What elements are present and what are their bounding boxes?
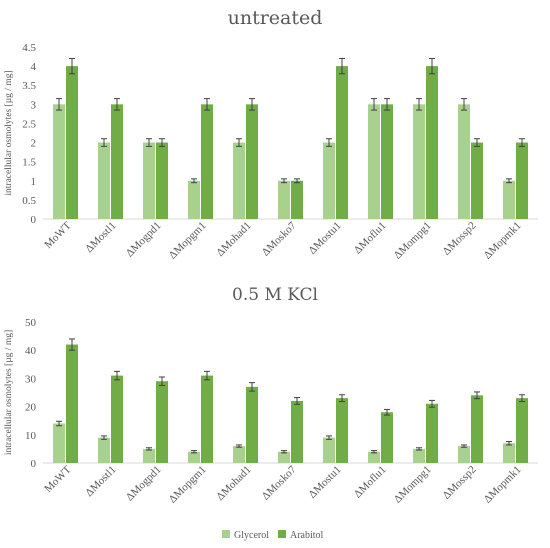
bar-glycerol-5 xyxy=(278,180,290,219)
legend-swatch-arabitol xyxy=(278,530,286,538)
bar-arabitol-8 xyxy=(426,66,438,219)
bar-arabitol-4 xyxy=(246,386,258,463)
x-tick-label: ΔMopmk1 xyxy=(482,220,524,262)
legend-label: Glycerol xyxy=(234,530,269,541)
bar-glycerol-8 xyxy=(413,448,425,463)
bar-arabitol-4 xyxy=(246,104,258,219)
bar-arabitol-9 xyxy=(471,142,483,219)
x-tick-label: ΔMopgm1 xyxy=(167,220,209,262)
bar-glycerol-2 xyxy=(143,448,155,463)
bar-arabitol-10 xyxy=(516,142,528,219)
y-tick-label: 0 xyxy=(31,458,37,470)
x-tick-label: ΔMompg1 xyxy=(392,464,434,506)
x-tick-label: ΔMosko7 xyxy=(260,463,299,502)
y-tick-label: 3 xyxy=(31,99,37,111)
bar-glycerol-3 xyxy=(188,180,200,219)
x-tick-label: ΔMossp2 xyxy=(440,220,478,258)
bar-arabitol-0 xyxy=(66,344,78,463)
y-tick-label: 2.5 xyxy=(22,118,36,130)
bar-glycerol-6 xyxy=(323,437,335,463)
x-tick-label: ΔMohad1 xyxy=(214,220,253,259)
bar-glycerol-7 xyxy=(368,451,380,463)
bar-arabitol-5 xyxy=(291,180,303,219)
x-tick-label: ΔMossp2 xyxy=(440,464,478,502)
bar-glycerol-3 xyxy=(188,451,200,463)
y-tick-label: 4.5 xyxy=(22,42,36,54)
x-tick-label: ΔMostu1 xyxy=(306,220,343,257)
y-tick-label: 3.5 xyxy=(22,80,36,92)
bar-glycerol-0 xyxy=(53,423,65,463)
x-tick-label: ΔMopgm1 xyxy=(167,464,209,506)
bar-glycerol-8 xyxy=(413,104,425,219)
bar-glycerol-10 xyxy=(503,443,515,463)
bar-glycerol-4 xyxy=(233,446,245,463)
chart-legend: Glycerol Arabitol xyxy=(222,530,324,541)
y-tick-label: 30 xyxy=(25,373,37,385)
bar-arabitol-2 xyxy=(156,381,168,463)
bar-glycerol-2 xyxy=(143,142,155,219)
bar-arabitol-7 xyxy=(381,104,393,219)
y-tick-label: 10 xyxy=(25,430,37,442)
x-tick-label: ΔMopmk1 xyxy=(482,464,524,506)
bar-arabitol-5 xyxy=(291,400,303,463)
y-tick-label: 4 xyxy=(31,61,37,73)
bar-arabitol-7 xyxy=(381,412,393,463)
bar-arabitol-9 xyxy=(471,395,483,463)
x-tick-label: ΔMostu1 xyxy=(306,464,343,501)
y-tick-label: 50 xyxy=(25,317,37,329)
bar-glycerol-10 xyxy=(503,180,515,219)
bar-arabitol-2 xyxy=(156,142,168,219)
x-tick-label: ΔMoflu1 xyxy=(352,220,389,257)
y-tick-label: 40 xyxy=(25,345,37,357)
bar-glycerol-6 xyxy=(323,142,335,219)
x-tick-label: ΔMogpd1 xyxy=(124,464,164,504)
chart-panel-untreated: untreated intracellular osmolytes [µg / m… xyxy=(4,7,538,262)
bar-glycerol-0 xyxy=(53,104,65,219)
legend-swatch-glycerol xyxy=(222,530,230,538)
bar-arabitol-10 xyxy=(516,398,528,463)
x-tick-label: MoWT xyxy=(42,463,74,495)
chart-panel-kcl: 0.5 M KCl intracellular osmolytes [µg / m… xyxy=(4,285,538,506)
bar-glycerol-4 xyxy=(233,142,245,219)
bar-arabitol-0 xyxy=(66,66,78,219)
y-axis-label: intracellular osmolytes [µg / mg] xyxy=(4,330,14,455)
chart-title: untreated xyxy=(228,7,323,29)
y-tick-label: 0 xyxy=(31,214,37,226)
bar-glycerol-7 xyxy=(368,104,380,219)
bar-glycerol-5 xyxy=(278,451,290,463)
y-axis-label: intracellular osmolytes [µg / mg] xyxy=(4,70,14,195)
x-tick-label: ΔMostl1 xyxy=(83,220,119,256)
legend-label: Arabitol xyxy=(290,530,324,541)
bar-arabitol-1 xyxy=(111,104,123,219)
y-tick-label: 20 xyxy=(25,402,37,414)
x-tick-label: ΔMostl1 xyxy=(83,464,119,500)
chart-title: 0.5 M KCl xyxy=(232,285,318,305)
x-tick-label: ΔMogpd1 xyxy=(124,220,164,260)
bar-arabitol-6 xyxy=(336,398,348,463)
x-tick-label: ΔMoflu1 xyxy=(352,464,389,501)
x-tick-label: ΔMohad1 xyxy=(214,464,253,503)
bar-glycerol-1 xyxy=(98,437,110,463)
bar-arabitol-3 xyxy=(201,104,213,219)
y-tick-label: 1 xyxy=(31,176,37,188)
bar-arabitol-1 xyxy=(111,375,123,463)
bar-arabitol-6 xyxy=(336,66,348,219)
bar-arabitol-8 xyxy=(426,403,438,463)
bar-glycerol-9 xyxy=(458,446,470,463)
x-tick-label: ΔMosko7 xyxy=(260,219,299,258)
x-tick-label: MoWT xyxy=(42,219,74,251)
x-tick-label: ΔMompg1 xyxy=(392,220,434,262)
bar-arabitol-3 xyxy=(201,375,213,463)
y-tick-label: 1.5 xyxy=(22,157,36,169)
bar-glycerol-9 xyxy=(458,104,470,219)
y-tick-label: 2 xyxy=(31,138,37,150)
y-tick-label: 0.5 xyxy=(22,195,36,207)
bar-glycerol-1 xyxy=(98,142,110,219)
